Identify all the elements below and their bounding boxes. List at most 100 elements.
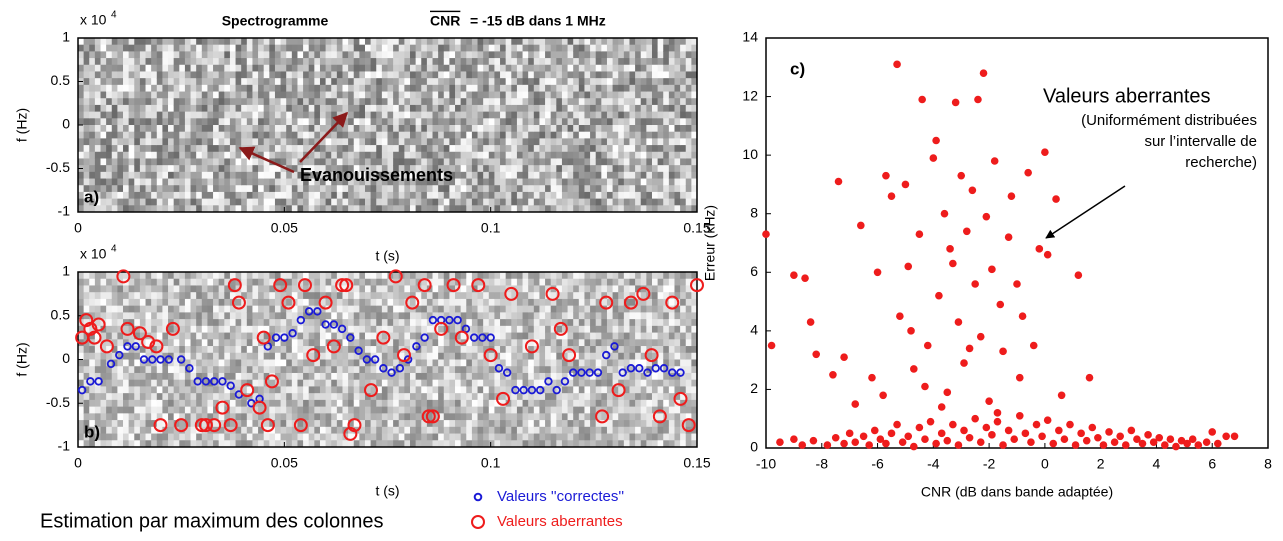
- spectrogram-cell: [398, 104, 405, 113]
- spectrogram-cell: [488, 372, 495, 381]
- spectrogram-cell: [207, 84, 214, 93]
- spectrogram-cell: [184, 158, 192, 166]
- spectrogram-cell: [319, 366, 327, 374]
- spectrogram-cell: [168, 413, 175, 421]
- spectrogram-cell: [224, 111, 231, 119]
- spectrogram-cell: [511, 104, 518, 113]
- spectrogram-cell: [511, 399, 518, 408]
- spectrogram-cell: [252, 426, 259, 435]
- spectrogram-cell: [651, 185, 659, 193]
- spectrogram-cell: [224, 198, 231, 206]
- spectrogram-cell: [494, 366, 501, 374]
- spectrogram-cell: [269, 359, 276, 367]
- spectrogram-cell: [404, 145, 411, 153]
- spectrogram-cell: [381, 298, 388, 307]
- spectrogram-cell: [286, 64, 293, 72]
- spectrogram-cell: [674, 145, 681, 153]
- spectrogram-cell: [387, 44, 394, 52]
- spectrogram-cell: [393, 71, 400, 79]
- spectrogram-cell: [359, 138, 366, 146]
- spectrogram-cell: [229, 58, 237, 66]
- spectrogram-cell: [421, 131, 428, 139]
- spectrogram-cell: [353, 125, 360, 133]
- spectrogram-cell: [100, 171, 107, 180]
- spectrogram-cell: [246, 413, 253, 421]
- spectrogram-cell: [325, 91, 332, 99]
- spectrogram-cell: [123, 64, 130, 72]
- spectrogram-cell: [651, 84, 659, 93]
- spectrogram-cell: [123, 151, 130, 159]
- spectrogram-cell: [348, 191, 355, 200]
- spectrogram-cell: [235, 125, 242, 133]
- spectrogram-cell: [612, 104, 619, 113]
- spectrogram-cell: [415, 319, 422, 327]
- spectrogram-cell: [78, 198, 85, 206]
- spectrogram-cell: [381, 433, 388, 441]
- spectrogram-cell: [359, 98, 366, 106]
- spectrogram-cell: [471, 51, 479, 59]
- spectrogram-cell: [528, 339, 535, 347]
- spectrogram-cell: [606, 198, 614, 206]
- spectrogram-cell: [286, 191, 293, 200]
- spectrogram-cell: [488, 272, 495, 280]
- spectrogram-cell: [151, 51, 158, 59]
- spectrogram-cell: [308, 191, 315, 200]
- spectrogram-cell: [100, 78, 107, 86]
- spectrogram-cell: [635, 138, 642, 146]
- spectrogram-cell: [550, 171, 557, 180]
- spectrogram-cell: [297, 298, 304, 307]
- spectrogram-cell: [393, 78, 400, 86]
- spectrogram-cell: [404, 319, 411, 327]
- spectrogram-cell: [477, 312, 484, 320]
- spectrogram-cell: [100, 325, 107, 334]
- spectrogram-cell: [483, 158, 490, 166]
- spectrogram-cell: [184, 51, 192, 59]
- spectrogram-cell: [584, 178, 591, 186]
- spectrogram-cell: [505, 84, 512, 93]
- spectrogram-cell: [381, 71, 388, 79]
- spectrogram-cell: [83, 38, 90, 46]
- spectrogram-cell: [246, 185, 253, 193]
- spectrogram-cell: [421, 78, 428, 86]
- spectrogram-cell: [258, 325, 265, 334]
- spectrogram-cell: [246, 312, 253, 320]
- spectrogram-cell: [387, 198, 394, 206]
- spectrogram-cell: [106, 78, 113, 86]
- spectrogram-cell: [123, 125, 130, 133]
- spectrogram-cell: [224, 91, 231, 99]
- spectrogram-cell: [173, 178, 180, 186]
- spectrogram-cell: [106, 104, 113, 113]
- spectrogram-cell: [393, 406, 400, 414]
- spectrogram-cell: [370, 151, 377, 159]
- spectrogram-cell: [342, 178, 349, 186]
- spectrogram-cell: [466, 399, 473, 408]
- spectrogram-cell: [635, 191, 642, 200]
- spectrogram-cell: [78, 38, 85, 46]
- spectrogram-cell: [364, 319, 372, 327]
- spectrogram-cell: [370, 366, 377, 374]
- spectrogram-cell: [567, 111, 574, 119]
- spectrogram-cell: [297, 305, 304, 313]
- spectrogram-cell: [455, 272, 462, 280]
- spectrogram-cell: [78, 44, 85, 52]
- spectrogram-cell: [286, 198, 293, 206]
- spectrogram-cell: [516, 292, 524, 300]
- spectrogram-cell: [370, 433, 377, 441]
- spectrogram-cell: [432, 298, 439, 307]
- spectrogram-cell: [207, 198, 214, 206]
- spectrogram-cell: [325, 440, 332, 448]
- spectrogram-cell: [528, 98, 535, 106]
- spectrogram-cell: [449, 352, 456, 360]
- spectrogram-cell: [331, 165, 338, 173]
- spectrogram-cell: [246, 125, 253, 133]
- spectrogram-cell: [269, 64, 276, 72]
- spectrogram-cell: [331, 312, 338, 320]
- spectrogram-cell: [78, 58, 85, 66]
- spectrogram-cell: [207, 325, 214, 334]
- spectrogram-cell: [601, 111, 608, 119]
- spectrogram-cell: [319, 191, 327, 200]
- spectrogram-cell: [184, 379, 192, 387]
- spectrogram-cell: [308, 91, 315, 99]
- spectrogram-cell: [213, 420, 220, 428]
- spectrogram-cell: [438, 198, 445, 206]
